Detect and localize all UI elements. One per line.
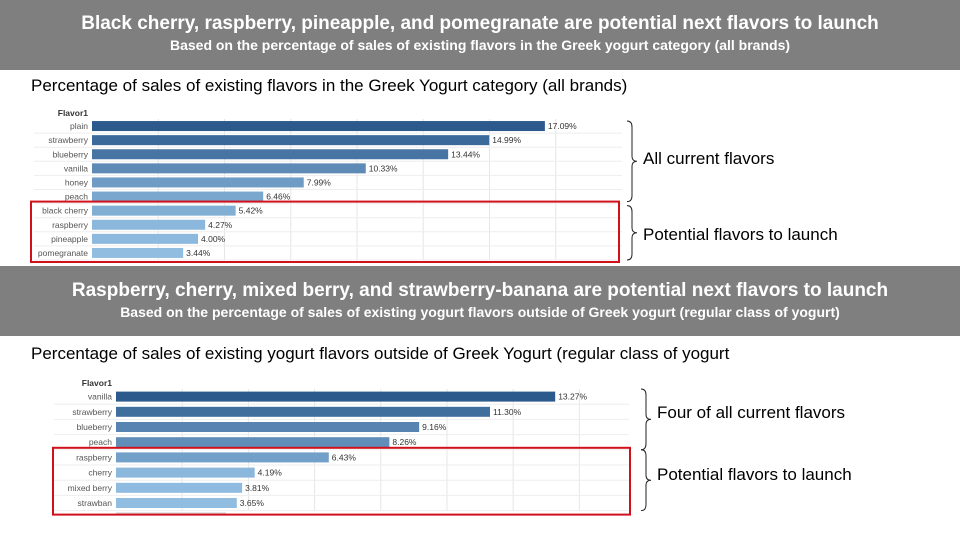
data-label: 3.44% <box>186 248 211 258</box>
data-label: 3.65% <box>240 498 265 508</box>
chart-regular-title: Percentage of sales of existing yogurt f… <box>31 344 730 363</box>
category-label: peach <box>89 437 112 447</box>
bar-strawban <box>116 498 237 508</box>
brace <box>626 120 638 203</box>
bar-peach <box>116 437 390 448</box>
bar-blueberry <box>92 149 449 160</box>
category-label: strawberry <box>48 135 88 145</box>
category-label: honey <box>65 177 89 187</box>
banner-regular: Raspberry, cherry, mixed berry, and stra… <box>0 266 960 336</box>
chart-regular-current-label: Four of all current flavors <box>657 403 846 422</box>
bar-cherry <box>116 467 255 478</box>
data-label: 4.27% <box>208 220 233 230</box>
banner-greek-subheadline: Based on the percentage of sales of exis… <box>169 37 791 53</box>
bar-plain <box>92 121 545 132</box>
brace <box>626 205 638 261</box>
bar-pineapple <box>92 233 198 244</box>
category-label: peach <box>65 192 88 202</box>
axis-header: Flavor1 <box>58 108 89 118</box>
category-label: raspberry <box>52 220 89 230</box>
category-label: blueberry <box>53 149 89 159</box>
data-label: 14.99% <box>492 135 521 145</box>
category-label: vanilla <box>64 163 88 173</box>
brace <box>640 449 652 512</box>
category-label: strawberry <box>72 407 112 417</box>
data-label: 13.27% <box>558 392 587 402</box>
data-label: 10.33% <box>369 163 398 173</box>
data-label: 7.99% <box>307 177 332 187</box>
banner-greek-headline: Black cherry, raspberry, pineapple, and … <box>81 13 879 34</box>
chart-greek: Flavor1 plain 17.09% strawberry 14.99% bluebe… <box>30 108 638 263</box>
bar-black-cherry <box>92 205 236 216</box>
data-label: 17.09% <box>548 121 577 131</box>
data-label: 9.16% <box>422 422 447 432</box>
category-label: raspberry <box>76 452 113 462</box>
data-label: 4.19% <box>258 468 283 478</box>
bar-strawberry <box>92 135 490 146</box>
highlight-box <box>30 200 620 263</box>
category-label: plain <box>70 121 88 131</box>
bar-raspberry <box>92 219 206 230</box>
banner-greek: Black cherry, raspberry, pineapple, and … <box>0 0 960 70</box>
category-label: vanilla <box>88 392 112 402</box>
banner-regular-headline: Raspberry, cherry, mixed berry, and stra… <box>71 280 889 301</box>
category-label: strawban <box>78 498 113 508</box>
data-label: 6.46% <box>266 192 291 202</box>
axis-header: Flavor1 <box>82 378 113 388</box>
chart-greek-title: Percentage of sales of existing flavors … <box>31 76 628 95</box>
category-label: pineapple <box>51 234 88 244</box>
data-label: 11.30% <box>493 407 522 417</box>
chart-greek-current-label: All current flavors <box>643 149 775 168</box>
brace <box>640 388 652 451</box>
category-label: cherry <box>88 468 112 478</box>
bar-vanilla <box>116 391 556 402</box>
data-label: 4.00% <box>201 234 226 244</box>
banner-regular-subheadline: Based on the percentage of sales of exis… <box>120 304 840 320</box>
bar-mixed-berry <box>116 482 243 493</box>
category-label: mixed berry <box>68 483 113 493</box>
bar-pomegranate <box>92 247 184 258</box>
bar-honey <box>92 177 304 188</box>
highlight-box <box>52 446 631 516</box>
bar-raspberry <box>116 452 329 463</box>
category-label: black cherry <box>42 206 89 216</box>
chart-regular-potential-label: Potential flavors to launch <box>657 465 852 484</box>
data-label: 3.81% <box>245 483 270 493</box>
data-label: 6.43% <box>332 452 357 462</box>
bar-peach <box>92 191 264 202</box>
bar-blueberry <box>116 422 420 432</box>
bar-vanilla <box>92 163 366 174</box>
category-label: blueberry <box>77 422 113 432</box>
data-label: 13.44% <box>451 149 480 159</box>
category-label: pomegranate <box>38 248 88 258</box>
chart-greek-potential-label: Potential flavors to launch <box>643 225 838 244</box>
data-label: 5.42% <box>239 206 264 216</box>
data-label: 8.26% <box>392 437 417 447</box>
bar-strawberry <box>116 406 490 417</box>
chart-regular: Flavor1 vanilla 13.27% strawberry 11.30% blue… <box>52 378 652 516</box>
